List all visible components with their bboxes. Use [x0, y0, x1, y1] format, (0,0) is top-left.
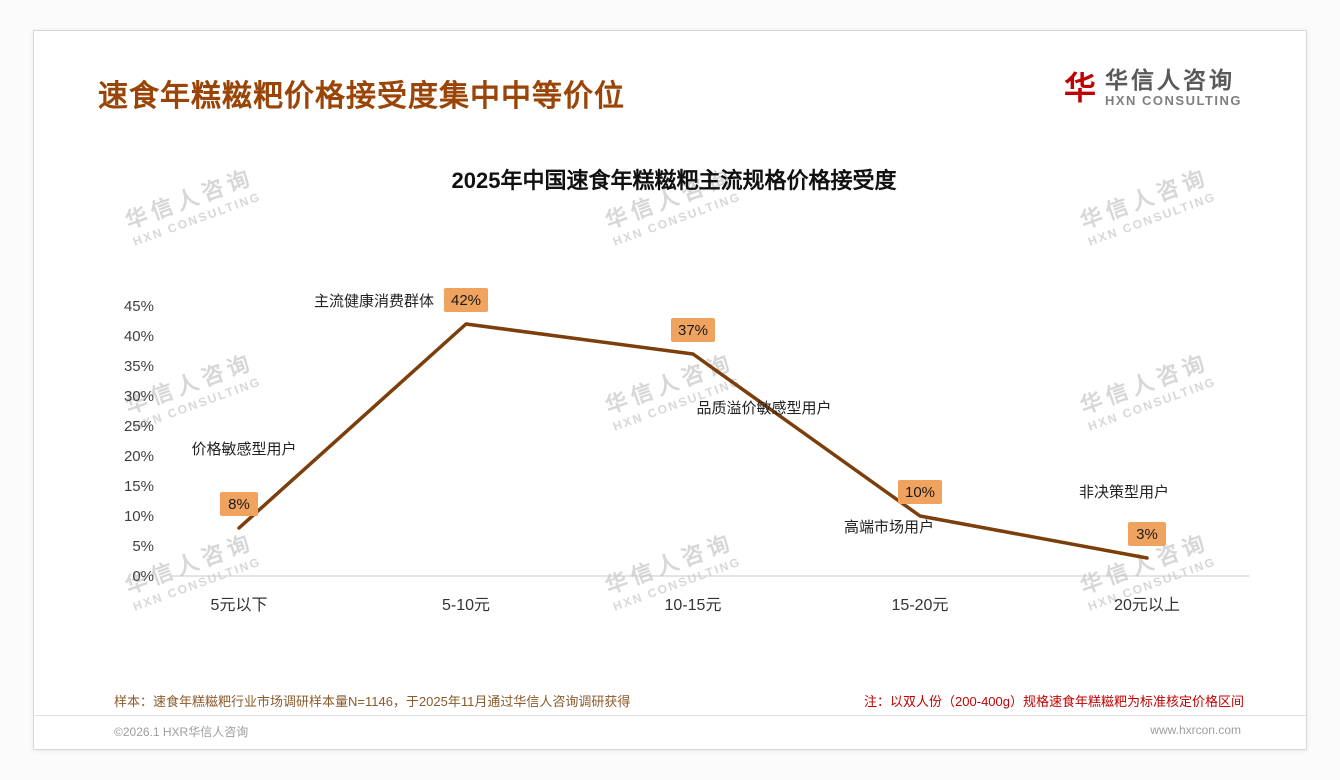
report-slide: 华信人咨询 HXN CONSULTING 华信人咨询 HXN CONSULTING 华信…	[33, 30, 1307, 750]
series-line	[237, 322, 1149, 560]
x-axis-category-label: 5-10元	[442, 597, 490, 614]
y-axis-tick-label: 40%	[124, 328, 154, 345]
annotation-label: 主流健康消费群体	[314, 293, 434, 310]
x-axis-category-label: 10-15元	[665, 597, 722, 614]
page-title: 速食年糕糍粑价格接受度集中中等价位	[98, 80, 625, 113]
company-logo: 华 华信人咨询 HXN CONSULTING	[1064, 67, 1242, 108]
copyright-text: ©2026.1 HXR华信人咨询	[114, 725, 249, 739]
svg-text:37%: 37%	[678, 322, 708, 339]
data-label: 8%	[220, 492, 258, 516]
y-axis-tick-label: 0%	[132, 568, 154, 585]
annotation-label: 非决策型用户	[1079, 484, 1169, 501]
footer-row: ©2026.1 HXR华信人咨询 www.hxrcon.com	[114, 723, 1241, 740]
y-axis-tick-label: 45%	[124, 298, 154, 315]
data-label: 42%	[444, 288, 488, 312]
sample-note: 样本：速食年糕糍粑行业市场调研样本量N=1146，于2025年11月通过华信人咨…	[114, 694, 631, 709]
logo-text: 华信人咨询 HXN CONSULTING	[1105, 67, 1242, 108]
x-axis-category-label: 5元以下	[211, 597, 268, 614]
annotation-label: 品质溢价敏感型用户	[696, 400, 831, 417]
svg-text:42%: 42%	[451, 292, 481, 309]
footnotes-row: 样本：速食年糕糍粑行业市场调研样本量N=1146，于2025年11月通过华信人咨…	[114, 691, 1244, 710]
slide-content: 速食年糕糍粑价格接受度集中中等价位 华 华信人咨询 HXN CONSULTING…	[34, 31, 1306, 749]
x-axis-category-label: 20元以上	[1114, 596, 1180, 614]
chart-area: 0% 5% 10% 15% 20% 25% 30% 35% 40% 45% 8% 42% 37% 10% 3…	[84, 241, 1264, 641]
annotation-label: 价格敏感型用户	[191, 441, 296, 458]
website-link[interactable]: www.hxrcon.com	[1150, 723, 1241, 737]
y-axis-tick-label: 30%	[124, 388, 154, 405]
logo-mark-icon: 华	[1063, 69, 1096, 106]
data-label: 10%	[898, 480, 942, 504]
y-axis-tick-label: 25%	[124, 418, 154, 435]
price-note: 注：以双人份（200-400g）规格速食年糕糍粑为标准核定价格区间	[864, 694, 1244, 709]
data-label: 37%	[671, 318, 715, 342]
logo-name-cn: 华信人咨询	[1104, 67, 1235, 93]
annotation-label: 高端市场用户	[844, 519, 934, 536]
svg-text:8%: 8%	[228, 496, 250, 513]
svg-text:3%: 3%	[1136, 526, 1158, 543]
y-axis-tick-label: 20%	[124, 448, 154, 465]
y-axis-tick-label: 15%	[124, 478, 154, 495]
svg-text:10%: 10%	[905, 484, 935, 501]
logo-name-en: HXN CONSULTING	[1104, 93, 1242, 109]
chart-title: 2025年中国速食年糕糍粑主流规格价格接受度	[451, 168, 897, 193]
y-axis-tick-label: 10%	[124, 508, 154, 525]
y-axis-tick-label: 5%	[132, 538, 154, 555]
y-axis-tick-label: 35%	[124, 358, 154, 375]
price-acceptance-line-chart: 0% 5% 10% 15% 20% 25% 30% 35% 40% 45% 8% 42% 37% 10% 3…	[124, 288, 1249, 614]
x-axis-category-label: 15-20元	[892, 597, 949, 614]
data-label: 3%	[1128, 522, 1166, 546]
footer-divider	[34, 715, 1306, 716]
